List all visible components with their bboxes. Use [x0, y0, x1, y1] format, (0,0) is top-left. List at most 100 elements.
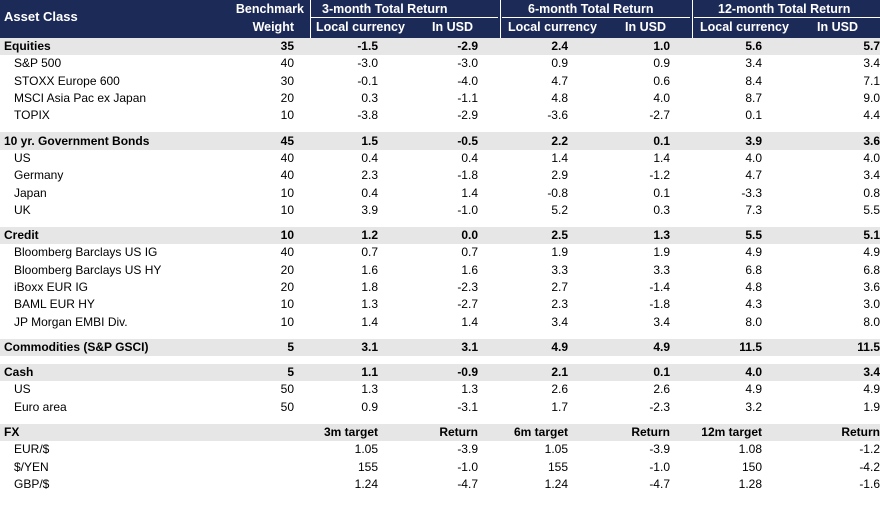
return-value: 2.7 — [551, 280, 568, 294]
section-name: Commodities (S&P GSCI) — [0, 338, 240, 357]
benchmark-header: Benchmark — [235, 2, 304, 16]
section-name: 10 yr. Government Bonds — [0, 132, 240, 150]
currency-pair: $/YEN — [14, 459, 49, 474]
return-value: 5.2 — [551, 202, 568, 217]
table-row: Germany 40 2.3 -1.8 2.9 -1.2 4.7 3.4 — [0, 167, 880, 184]
section-name: Cash — [0, 364, 240, 382]
return-value: -2.3 — [457, 280, 478, 294]
return-value: -3.6 — [547, 108, 568, 123]
return-value: 3.9 — [670, 132, 762, 150]
empty-cell — [240, 423, 298, 442]
benchmark-weight: 20 — [280, 280, 294, 294]
return-value: 0.1 — [568, 364, 670, 382]
currency-pair: EUR/$ — [14, 442, 50, 457]
return-value: 5.6 — [670, 38, 762, 56]
return-value: -3.0 — [357, 56, 378, 71]
return-value: 1.0 — [568, 38, 670, 56]
fx-value: 155 — [547, 459, 568, 474]
return-value: 11.5 — [762, 338, 880, 357]
table-row: iBoxx EUR IG 20 1.8 -2.3 2.7 -1.4 4.8 3.6 — [0, 279, 880, 296]
asset-name: JP Morgan EMBI Div. — [14, 314, 128, 329]
group-3m-local: Local currency — [316, 20, 405, 34]
return-value: 2.3 — [551, 297, 568, 312]
table-row: MSCI Asia Pac ex Japan 20 0.3 -1.1 4.8 4.0 8.7… — [0, 90, 880, 107]
return-value: -0.8 — [547, 185, 568, 200]
return-value: -4.0 — [457, 73, 478, 88]
return-value: 0.3 — [653, 202, 670, 217]
return-value: 1.3 — [361, 382, 378, 397]
asset-name: STOXX Europe 600 — [14, 73, 120, 88]
return-value: 4.9 — [568, 338, 670, 357]
fx-column-header: Return — [378, 423, 478, 442]
section-row: Cash 5 1.1 -0.9 2.1 0.1 4.0 3.4 — [0, 364, 880, 382]
return-value: 0.0 — [378, 226, 478, 245]
fx-value: 155 — [357, 459, 378, 474]
return-value: 7.1 — [863, 73, 880, 88]
return-value: -2.9 — [457, 108, 478, 123]
return-value: 1.4 — [653, 150, 670, 165]
return-value: 11.5 — [670, 338, 762, 357]
return-value: 1.4 — [361, 314, 378, 329]
return-value: -3.3 — [741, 185, 762, 200]
column-divider — [310, 0, 311, 38]
asset-name: BAML EUR HY — [14, 297, 95, 312]
fx-value: 1.28 — [738, 476, 762, 491]
return-value: -3.1 — [457, 399, 478, 414]
benchmark-weight: 40 — [280, 168, 294, 183]
group-6m-title: 6-month Total Return — [528, 2, 654, 16]
asset-name: Euro area — [14, 399, 67, 414]
return-value: 1.4 — [461, 185, 478, 200]
return-value: -2.7 — [649, 108, 670, 123]
return-value: 3.4 — [863, 56, 880, 71]
fx-value: -4.7 — [457, 476, 478, 491]
return-value: 1.6 — [361, 262, 378, 277]
benchmark-weight: 10 — [280, 185, 294, 200]
table-row: US 40 0.4 0.4 1.4 1.4 4.0 4.0 — [0, 150, 880, 167]
return-value: 4.9 — [745, 245, 762, 260]
return-value: -1.1 — [457, 91, 478, 106]
return-value: 0.1 — [745, 108, 762, 123]
asset-name: iBoxx EUR IG — [14, 280, 89, 294]
return-value: -2.3 — [649, 399, 670, 414]
return-value: 1.9 — [551, 245, 568, 260]
fx-value: -3.9 — [457, 442, 478, 457]
benchmark-weight: 5 — [240, 338, 298, 357]
fx-column-header: Return — [568, 423, 670, 442]
fx-value: 150 — [741, 459, 762, 474]
return-value: -0.5 — [378, 132, 478, 150]
spacer-row — [0, 356, 880, 364]
return-value: -1.2 — [649, 168, 670, 183]
section-name: Equities — [0, 38, 240, 56]
empty-cell — [240, 441, 298, 458]
return-value: 3.4 — [551, 314, 568, 329]
return-value: -1.8 — [457, 168, 478, 183]
asset-name: MSCI Asia Pac ex Japan — [14, 91, 147, 106]
return-value: 4.7 — [745, 168, 762, 183]
return-value: 2.4 — [478, 38, 568, 56]
return-value: 8.7 — [745, 91, 762, 106]
table-row: Euro area 50 0.9 -3.1 1.7 -2.3 3.2 1.9 — [0, 399, 880, 416]
group-12m-usd: In USD — [817, 20, 858, 34]
return-value: 1.4 — [461, 314, 478, 329]
table-row: TOPIX 10 -3.8 -2.9 -3.6 -2.7 0.1 4.4 — [0, 107, 880, 124]
column-divider — [692, 0, 693, 38]
asset-name: TOPIX — [14, 108, 50, 123]
fx-value: 1.05 — [354, 442, 378, 457]
return-value: 2.9 — [551, 168, 568, 183]
return-value: 4.9 — [863, 382, 880, 397]
return-value: 4.0 — [653, 91, 670, 106]
return-value: 0.4 — [461, 150, 478, 165]
return-value: -1.5 — [298, 38, 378, 56]
benchmark-weight: 10 — [280, 314, 294, 329]
benchmark-weight: 10 — [280, 202, 294, 217]
return-value: 1.5 — [298, 132, 378, 150]
return-value: 3.4 — [653, 314, 670, 329]
fx-column-header: 12m target — [670, 423, 762, 442]
return-value: -1.8 — [649, 297, 670, 312]
spacer-cell — [0, 124, 880, 132]
currency-pair: GBP/$ — [14, 476, 50, 491]
benchmark-weight: 5 — [240, 364, 298, 382]
fx-value: 1.24 — [354, 476, 378, 491]
return-value: 4.9 — [863, 245, 880, 260]
section-row: Credit 10 1.2 0.0 2.5 1.3 5.5 5.1 — [0, 226, 880, 245]
